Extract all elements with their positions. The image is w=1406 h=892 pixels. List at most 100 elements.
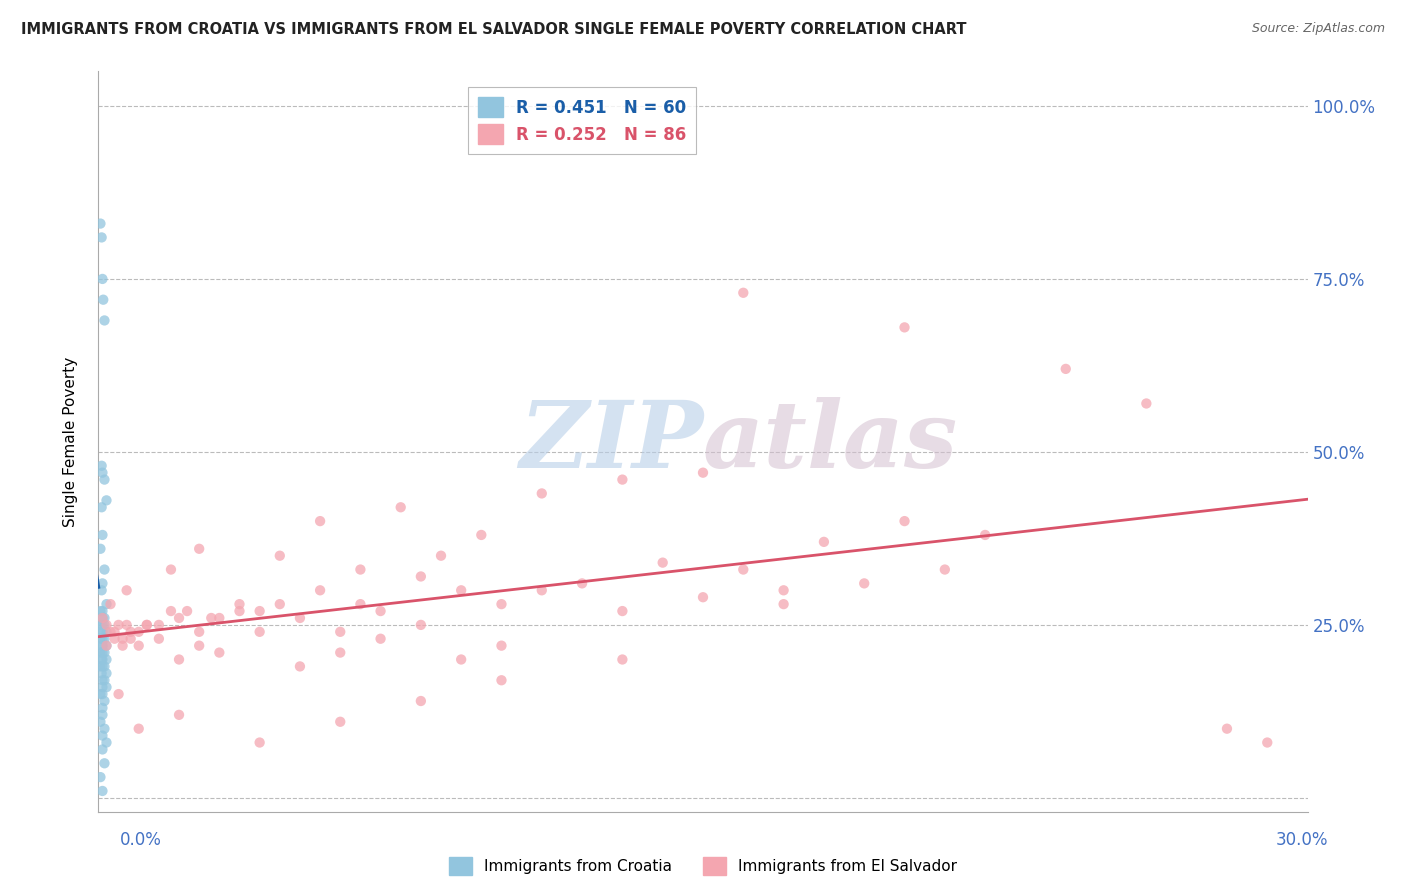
Point <box>96 618 118 632</box>
Point <box>135 618 157 632</box>
Point <box>409 618 432 632</box>
Text: ZIP: ZIP <box>519 397 703 486</box>
Point <box>96 652 118 666</box>
Point <box>135 618 157 632</box>
Point <box>329 624 352 639</box>
Point <box>772 597 794 611</box>
Point <box>90 230 112 244</box>
Point <box>93 473 115 487</box>
Text: IMMIGRANTS FROM CROATIA VS IMMIGRANTS FROM EL SALVADOR SINGLE FEMALE POVERTY COR: IMMIGRANTS FROM CROATIA VS IMMIGRANTS FR… <box>21 22 966 37</box>
Point <box>91 611 114 625</box>
Point <box>128 639 150 653</box>
Point <box>148 632 170 646</box>
Point <box>893 514 915 528</box>
Point <box>974 528 997 542</box>
Point <box>813 534 835 549</box>
Point <box>188 639 211 653</box>
Point <box>692 466 714 480</box>
Point <box>160 563 183 577</box>
Point <box>96 597 118 611</box>
Point <box>91 659 114 673</box>
Point <box>100 624 122 639</box>
Point <box>491 673 513 688</box>
Point <box>93 694 115 708</box>
Point <box>91 639 114 653</box>
Point <box>91 632 114 646</box>
Point <box>167 707 190 722</box>
Point <box>370 632 392 646</box>
Point <box>93 563 115 577</box>
Point <box>91 272 114 286</box>
Point <box>91 639 114 653</box>
Point <box>93 659 115 673</box>
Point <box>96 680 118 694</box>
Point <box>450 583 472 598</box>
Point <box>89 632 111 646</box>
Point <box>309 514 332 528</box>
Point <box>530 486 553 500</box>
Point <box>329 714 352 729</box>
Point <box>103 632 125 646</box>
Point <box>91 604 114 618</box>
Point <box>269 597 291 611</box>
Point <box>430 549 453 563</box>
Point <box>91 624 114 639</box>
Point <box>450 652 472 666</box>
Point <box>120 624 142 639</box>
Point <box>91 293 114 307</box>
Point <box>120 632 142 646</box>
Text: 30.0%: 30.0% <box>1277 831 1329 849</box>
Point <box>651 556 673 570</box>
Point <box>93 618 115 632</box>
Point <box>90 583 112 598</box>
Point <box>91 680 114 694</box>
Point <box>893 320 915 334</box>
Text: Source: ZipAtlas.com: Source: ZipAtlas.com <box>1251 22 1385 36</box>
Point <box>370 604 392 618</box>
Point <box>1135 396 1157 410</box>
Point <box>249 624 271 639</box>
Point <box>115 583 138 598</box>
Point <box>93 673 115 688</box>
Point <box>111 632 134 646</box>
Point <box>96 735 118 749</box>
Point <box>89 646 111 660</box>
Point <box>93 722 115 736</box>
Point <box>96 666 118 681</box>
Point <box>91 618 114 632</box>
Point <box>107 687 129 701</box>
Point <box>89 604 111 618</box>
Point <box>93 313 115 327</box>
Point <box>90 624 112 639</box>
Point <box>853 576 876 591</box>
Point <box>91 701 114 715</box>
Point <box>309 583 332 598</box>
Point <box>612 473 634 487</box>
Point <box>200 611 222 625</box>
Point <box>89 659 111 673</box>
Point <box>91 576 114 591</box>
Point <box>93 646 115 660</box>
Point <box>89 770 111 784</box>
Point <box>111 639 134 653</box>
Point <box>176 604 198 618</box>
Point <box>288 611 311 625</box>
Point <box>409 569 432 583</box>
Point <box>91 466 114 480</box>
Point <box>167 611 190 625</box>
Point <box>530 583 553 598</box>
Point <box>96 639 118 653</box>
Point <box>91 611 114 625</box>
Point <box>160 604 183 618</box>
Point <box>90 652 112 666</box>
Point <box>115 618 138 632</box>
Point <box>733 563 755 577</box>
Point <box>188 541 211 556</box>
Point <box>91 646 114 660</box>
Point <box>91 528 114 542</box>
Point <box>91 652 114 666</box>
Point <box>89 217 111 231</box>
Text: 0.0%: 0.0% <box>120 831 162 849</box>
Y-axis label: Single Female Poverty: Single Female Poverty <box>63 357 77 526</box>
Point <box>733 285 755 300</box>
